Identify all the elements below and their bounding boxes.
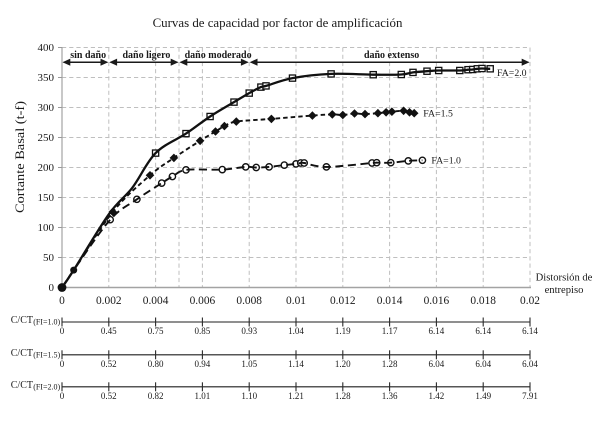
- svg-text:C/CT: C/CT: [11, 348, 33, 359]
- svg-text:6.04: 6.04: [429, 359, 445, 369]
- svg-text:FA=1.5: FA=1.5: [423, 109, 453, 120]
- svg-text:1.17: 1.17: [382, 326, 398, 336]
- svg-text:C/CT: C/CT: [11, 380, 33, 391]
- svg-text:0.008: 0.008: [236, 295, 262, 307]
- svg-text:0.52: 0.52: [101, 391, 117, 401]
- svg-text:150: 150: [38, 192, 55, 204]
- svg-text:0.85: 0.85: [195, 326, 211, 336]
- svg-text:0.80: 0.80: [148, 359, 164, 369]
- svg-text:6.14: 6.14: [522, 326, 538, 336]
- svg-text:1.05: 1.05: [241, 359, 257, 369]
- svg-text:1.42: 1.42: [429, 391, 445, 401]
- svg-text:Curvas de capacidad por factor: Curvas de capacidad por factor de amplif…: [153, 16, 403, 30]
- svg-text:0.004: 0.004: [143, 295, 169, 307]
- svg-text:0: 0: [60, 391, 65, 401]
- svg-text:1.36: 1.36: [382, 391, 398, 401]
- svg-text:1.21: 1.21: [288, 391, 304, 401]
- svg-text:6.04: 6.04: [522, 359, 538, 369]
- svg-text:0.002: 0.002: [96, 295, 122, 307]
- svg-text:350: 350: [38, 72, 55, 84]
- svg-text:entrepiso: entrepiso: [545, 285, 584, 296]
- svg-text:6.14: 6.14: [429, 326, 445, 336]
- svg-text:(FI=1.5): (FI=1.5): [33, 351, 60, 360]
- svg-text:1.28: 1.28: [335, 391, 351, 401]
- svg-text:6.14: 6.14: [475, 326, 491, 336]
- svg-text:0.45: 0.45: [101, 326, 117, 336]
- svg-text:(FI=2.0): (FI=2.0): [33, 383, 60, 392]
- svg-text:(FI=1.0): (FI=1.0): [33, 318, 60, 327]
- svg-text:0: 0: [60, 359, 65, 369]
- svg-text:0.014: 0.014: [377, 295, 403, 307]
- svg-text:0.82: 0.82: [148, 391, 164, 401]
- svg-text:1.49: 1.49: [475, 391, 491, 401]
- svg-text:1.20: 1.20: [335, 359, 351, 369]
- svg-text:0.01: 0.01: [286, 295, 306, 307]
- svg-text:0.75: 0.75: [148, 326, 164, 336]
- svg-text:1.14: 1.14: [288, 359, 304, 369]
- svg-text:0.52: 0.52: [101, 359, 117, 369]
- svg-text:1.01: 1.01: [195, 391, 211, 401]
- svg-text:1.28: 1.28: [382, 359, 398, 369]
- svg-text:Cortante Basal (t-f): Cortante Basal (t-f): [13, 101, 27, 213]
- svg-text:300: 300: [38, 102, 55, 114]
- svg-text:1.04: 1.04: [288, 326, 304, 336]
- svg-text:sin daño: sin daño: [70, 50, 106, 61]
- svg-text:0: 0: [59, 295, 65, 307]
- svg-text:0.93: 0.93: [241, 326, 257, 336]
- svg-text:daño moderado: daño moderado: [185, 50, 252, 61]
- svg-text:FA=1.0: FA=1.0: [431, 155, 461, 166]
- svg-text:0: 0: [49, 282, 55, 294]
- svg-text:C/CT: C/CT: [11, 315, 33, 326]
- svg-text:FA=2.0: FA=2.0: [497, 68, 527, 79]
- svg-text:7.91: 7.91: [522, 391, 538, 401]
- svg-text:200: 200: [38, 162, 55, 174]
- svg-text:100: 100: [38, 222, 55, 234]
- svg-text:daño ligero: daño ligero: [122, 50, 170, 61]
- svg-text:1.10: 1.10: [241, 391, 257, 401]
- svg-text:0.006: 0.006: [190, 295, 216, 307]
- svg-text:50: 50: [43, 252, 55, 264]
- svg-text:400: 400: [38, 42, 55, 54]
- svg-text:1.19: 1.19: [335, 326, 351, 336]
- svg-text:250: 250: [38, 132, 55, 144]
- svg-text:0.012: 0.012: [330, 295, 356, 307]
- svg-text:0: 0: [60, 326, 65, 336]
- svg-text:Distorsión de: Distorsión de: [536, 273, 593, 284]
- svg-text:6.04: 6.04: [475, 359, 491, 369]
- svg-text:0.016: 0.016: [424, 295, 450, 307]
- svg-text:daño extenso: daño extenso: [364, 50, 419, 61]
- svg-text:0.02: 0.02: [520, 295, 540, 307]
- svg-text:0.94: 0.94: [195, 359, 211, 369]
- svg-text:0.018: 0.018: [470, 295, 496, 307]
